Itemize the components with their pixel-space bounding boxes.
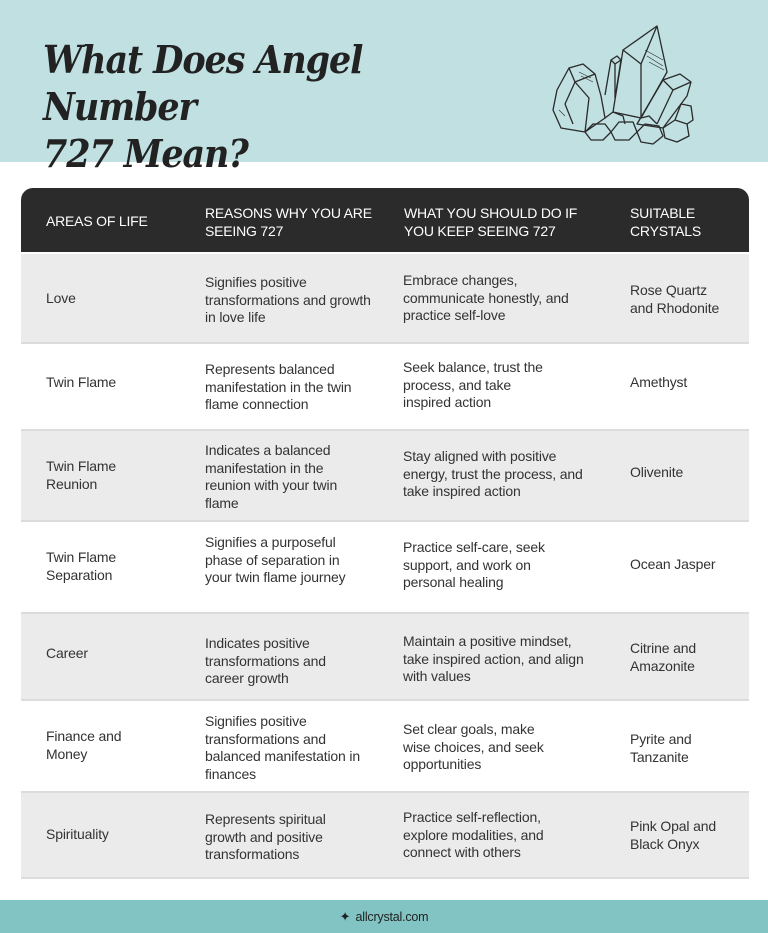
cell-area: Love bbox=[46, 290, 76, 306]
sparkle-icon: ✦ bbox=[339, 908, 351, 924]
cell-reason: Represents balanced manifestation in the… bbox=[205, 361, 352, 412]
cell-action: Maintain a positive mindset, take inspir… bbox=[403, 633, 584, 684]
cell-reason: Represents spiritual growth and positive… bbox=[205, 811, 326, 862]
cell-crystals: Olivenite bbox=[630, 464, 684, 480]
cell-crystals: Pyrite and Tanzanite bbox=[630, 731, 692, 765]
column-header-crystals: SUITABLE CRYSTALS bbox=[630, 205, 702, 239]
table-row: Spirituality Represents spiritual growth… bbox=[21, 793, 749, 879]
footer-bar: ✦ allcrystal.com bbox=[0, 900, 768, 933]
meaning-table: AREAS OF LIFE REASONS WHY YOU ARE SEEING… bbox=[21, 188, 749, 879]
crystal-cluster-icon bbox=[552, 25, 694, 145]
cell-reason: Signifies positive transformations and g… bbox=[205, 274, 371, 325]
cell-area: Twin Flame bbox=[46, 374, 117, 390]
cell-area: Twin Flame Separation bbox=[46, 549, 117, 583]
cell-crystals: Pink Opal and Black Onyx bbox=[630, 818, 716, 852]
cell-crystals: Rose Quartz and Rhodonite bbox=[630, 282, 720, 316]
cell-action: Practice self-reflection, explore modali… bbox=[403, 809, 544, 860]
table-row: Twin Flame Represents balanced manifesta… bbox=[21, 344, 749, 431]
column-header-reasons: REASONS WHY YOU ARE SEEING 727 bbox=[205, 205, 372, 239]
cell-crystals: Amethyst bbox=[630, 374, 688, 390]
hero-banner: What Does Angel Number 727 Mean? bbox=[0, 0, 768, 176]
table-row: Twin Flame Separation Signifies a purpos… bbox=[21, 522, 749, 614]
cell-action: Stay aligned with positive energy, trust… bbox=[403, 448, 583, 499]
cell-action: Set clear goals, make wise choices, and … bbox=[403, 721, 544, 772]
column-header-actions: WHAT YOU SHOULD DO IF YOU KEEP SEEING 72… bbox=[404, 205, 578, 239]
table-row: Love Signifies positive transformations … bbox=[21, 254, 749, 344]
page-title: What Does Angel Number 727 Mean? bbox=[43, 36, 485, 177]
cell-area: Finance and Money bbox=[46, 728, 122, 762]
title-line-1: What Does Angel Number bbox=[43, 37, 363, 129]
cell-area: Career bbox=[46, 645, 88, 661]
cell-reason: Indicates a balanced manifestation in th… bbox=[205, 442, 338, 511]
site-link[interactable]: allcrystal.com bbox=[355, 909, 429, 924]
table-row: Twin Flame Reunion Indicates a balanced … bbox=[21, 431, 749, 522]
cell-action: Embrace changes, communicate honestly, a… bbox=[403, 272, 569, 323]
table-row: Finance and Money Signifies positive tra… bbox=[21, 701, 749, 793]
cell-reason: Indicates positive transformations and c… bbox=[205, 635, 326, 686]
cell-area: Spirituality bbox=[46, 826, 109, 842]
table-row: Career Indicates positive transformation… bbox=[21, 614, 749, 701]
column-header-areas: AREAS OF LIFE bbox=[46, 213, 148, 229]
cell-action: Practice self-care, seek support, and wo… bbox=[403, 539, 545, 590]
table-header: AREAS OF LIFE REASONS WHY YOU ARE SEEING… bbox=[21, 188, 749, 252]
title-line-2: 727 Mean? bbox=[43, 131, 249, 176]
cell-action: Seek balance, trust the process, and tak… bbox=[403, 359, 543, 410]
cell-reason: Signifies positive transformations and b… bbox=[205, 713, 361, 782]
cell-crystals: Ocean Jasper bbox=[630, 556, 716, 572]
cell-area: Twin Flame Reunion bbox=[46, 458, 117, 492]
cell-crystals: Citrine and Amazonite bbox=[630, 640, 697, 674]
cell-reason: Signifies a purposeful phase of separati… bbox=[205, 534, 346, 585]
